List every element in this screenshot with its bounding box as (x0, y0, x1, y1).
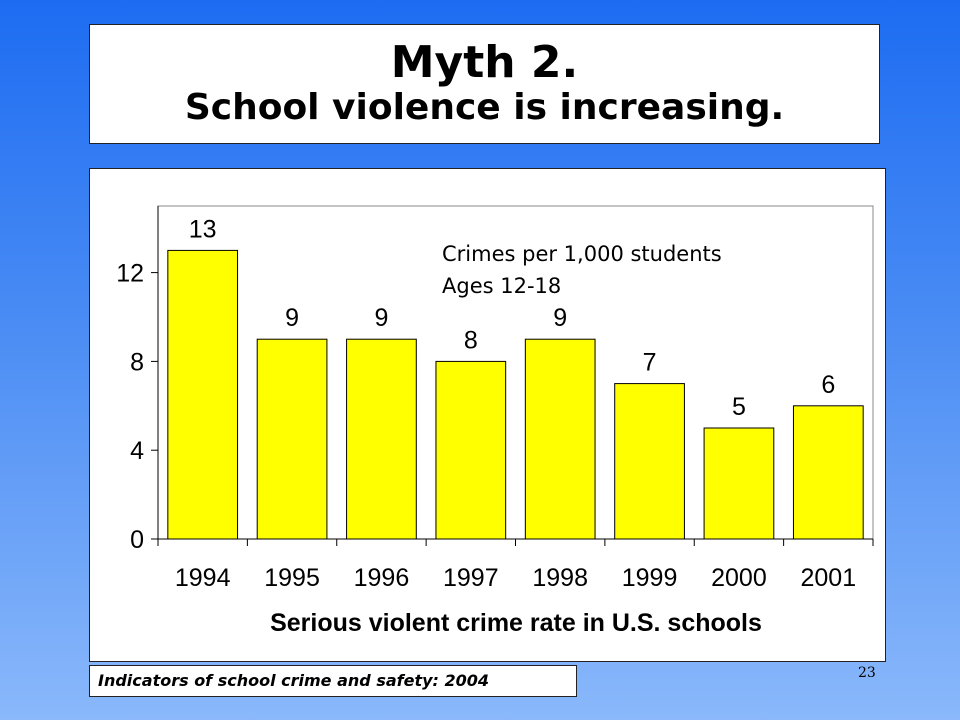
bar-1996 (346, 338, 417, 540)
bar-chart: 0 4 8 12 13 9 9 8 9 7 5 6 1994 1995 1996 1997 1998 1999… (116, 205, 874, 637)
annotation-line-2: Ages 12-18 (442, 274, 561, 298)
data-label-1996: 9 (374, 304, 388, 332)
x-axis-title: Serious violent crime rate in U.S. schoo… (270, 609, 762, 637)
data-label-1998: 9 (553, 304, 567, 332)
data-label-1999: 7 (643, 349, 657, 377)
slide-title: Myth 2. (390, 37, 579, 88)
category-label-1997: 1997 (443, 564, 499, 592)
category-label-1995: 1995 (264, 564, 320, 592)
category-label-1999: 1999 (622, 564, 678, 592)
title-box: Myth 2. School violence is increasing. (89, 24, 880, 144)
page-number: 23 (858, 665, 876, 681)
annotation-line-1: Crimes per 1,000 students (442, 242, 722, 266)
category-label-1998: 1998 (532, 564, 588, 592)
slide-subtitle: School violence is increasing. (184, 87, 785, 128)
data-labels: 13 9 9 8 9 7 5 6 (189, 215, 835, 421)
category-labels: 1994 1995 1996 1997 1998 1999 2000 2001 (175, 564, 856, 592)
data-label-2000: 5 (732, 393, 746, 421)
bars (167, 249, 864, 540)
y-axis-ticks: 0 4 8 12 (116, 260, 158, 554)
y-tick-label: 8 (130, 348, 144, 376)
bar-1998 (524, 338, 596, 540)
bar-1994 (167, 249, 239, 540)
category-label-1996: 1996 (354, 564, 410, 592)
category-label-2001: 2001 (801, 564, 857, 592)
bar-1999 (614, 383, 685, 540)
data-label-1994: 13 (189, 215, 217, 243)
bar-2000 (703, 427, 775, 540)
data-label-1997: 8 (464, 326, 478, 354)
y-tick-label: 12 (116, 260, 144, 288)
category-label-1994: 1994 (175, 564, 231, 592)
bar-2001 (792, 405, 864, 540)
bar-1997 (435, 360, 507, 540)
data-label-2001: 6 (821, 371, 835, 399)
y-tick-label: 0 (130, 526, 144, 554)
data-label-1995: 9 (285, 304, 299, 332)
source-note: Indicators of school crime and safety: 2… (89, 665, 577, 697)
y-tick-label: 4 (130, 437, 144, 465)
bar-1995 (256, 338, 328, 540)
category-label-2000: 2000 (711, 564, 767, 592)
chart-box: 0 4 8 12 13 9 9 8 9 7 5 6 1994 1995 1996 1997 1998 1999… (89, 168, 886, 662)
x-axis-ticks (157, 539, 874, 546)
